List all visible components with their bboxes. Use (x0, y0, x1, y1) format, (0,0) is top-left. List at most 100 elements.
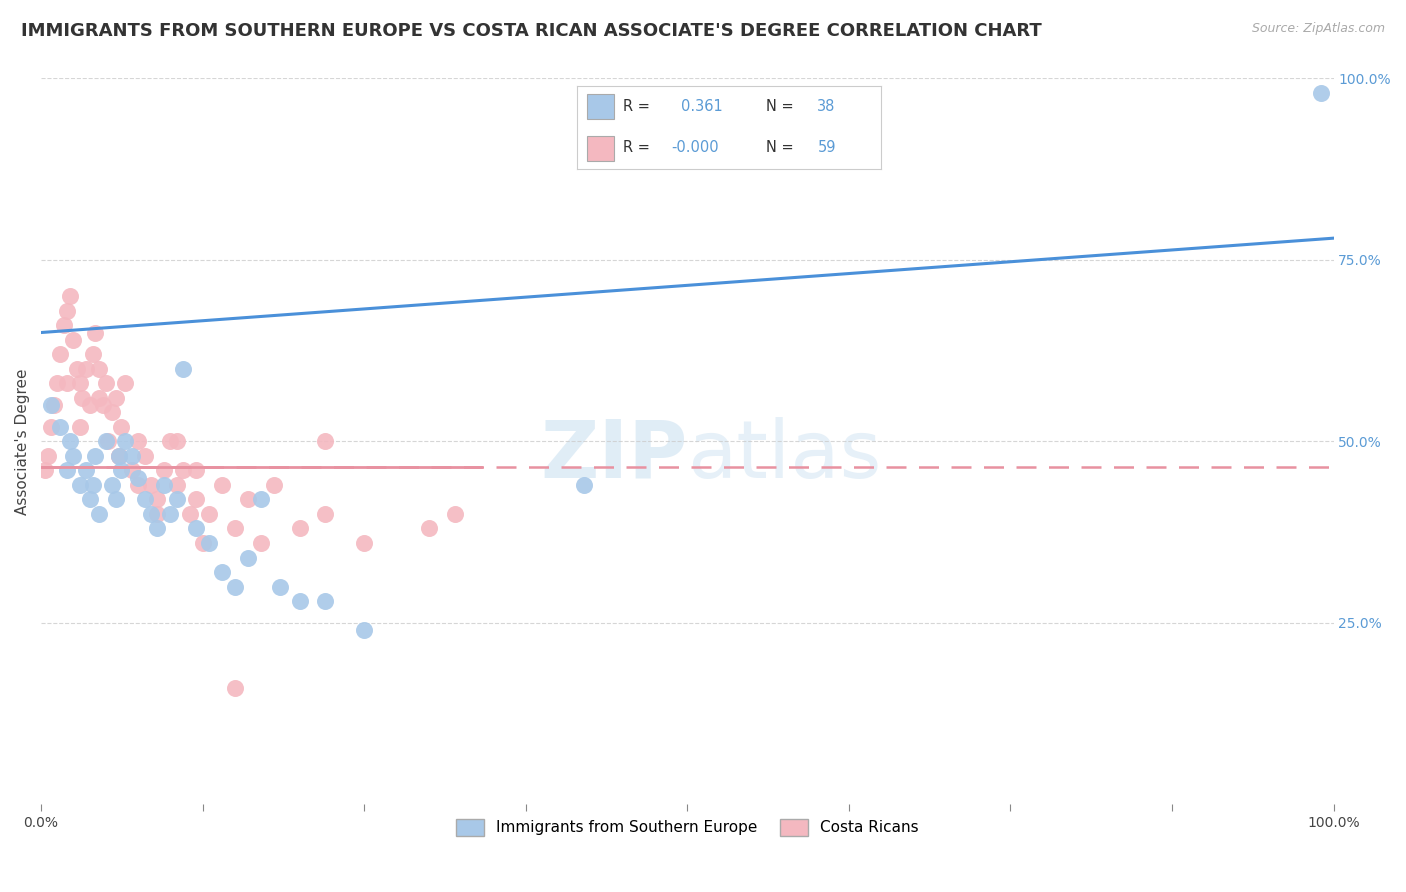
Point (79, 398, 101, 412)
Point (288, 594, 311, 608)
Point (56, 376, 79, 391)
Point (56, 463, 79, 477)
Point (172, 361, 194, 376)
Point (97, 434, 120, 449)
Point (114, 376, 136, 391)
Point (53, 318, 76, 333)
Point (572, 478, 595, 492)
Point (166, 492, 188, 507)
Point (58, 434, 80, 449)
Legend: Immigrants from Southern Europe, Costa Ricans: Immigrants from Southern Europe, Costa R… (449, 811, 927, 844)
Point (75, 361, 97, 376)
Point (211, 478, 233, 492)
Point (34, 463, 56, 477)
Point (41, 420, 63, 434)
Point (353, 536, 375, 550)
Point (224, 521, 246, 535)
Point (159, 507, 181, 521)
Point (211, 565, 233, 579)
Point (179, 507, 201, 521)
Text: atlas: atlas (688, 417, 882, 495)
Point (224, 580, 246, 594)
Point (62, 333, 84, 347)
Point (94, 376, 117, 391)
Point (94, 434, 117, 449)
Point (443, 507, 465, 521)
Point (166, 434, 188, 449)
Point (314, 434, 336, 449)
Point (105, 492, 128, 507)
Point (37, 449, 59, 463)
Point (91, 398, 114, 412)
Point (146, 507, 169, 521)
Point (101, 478, 124, 492)
Point (186, 463, 208, 477)
Point (153, 478, 176, 492)
Point (146, 521, 169, 535)
Point (41, 398, 63, 412)
Point (69, 376, 91, 391)
Point (49, 420, 72, 434)
Point (153, 463, 176, 477)
Point (49, 347, 72, 361)
Point (353, 623, 375, 637)
Point (288, 521, 311, 535)
Point (134, 449, 156, 463)
Point (69, 420, 91, 434)
Point (84, 449, 107, 463)
Point (159, 434, 181, 449)
Point (75, 463, 97, 477)
Point (263, 478, 285, 492)
Point (250, 536, 273, 550)
Point (89, 507, 111, 521)
Point (101, 405, 124, 419)
Point (121, 463, 143, 477)
Point (62, 449, 84, 463)
Point (236, 492, 259, 507)
Point (127, 478, 149, 492)
Text: ZIP: ZIP (540, 417, 688, 495)
Point (56, 303, 79, 318)
Point (314, 594, 336, 608)
Point (79, 492, 101, 507)
Point (82, 347, 104, 361)
Point (1309, 86, 1331, 100)
Point (105, 391, 128, 405)
Point (236, 550, 259, 565)
Point (186, 492, 208, 507)
Point (110, 463, 132, 477)
Point (146, 492, 169, 507)
Point (84, 326, 107, 340)
Text: Source: ZipAtlas.com: Source: ZipAtlas.com (1251, 22, 1385, 36)
Point (198, 507, 221, 521)
Point (69, 478, 91, 492)
Text: IMMIGRANTS FROM SOUTHERN EUROPE VS COSTA RICAN ASSOCIATE'S DEGREE CORRELATION CH: IMMIGRANTS FROM SOUTHERN EUROPE VS COSTA… (21, 22, 1042, 40)
Point (139, 478, 162, 492)
Y-axis label: Associate's Degree: Associate's Degree (15, 368, 30, 515)
Point (58, 289, 80, 303)
Point (139, 507, 162, 521)
Point (127, 434, 149, 449)
Point (66, 361, 89, 376)
Point (82, 478, 104, 492)
Point (172, 463, 194, 477)
Point (114, 434, 136, 449)
Point (198, 536, 221, 550)
Point (127, 471, 149, 485)
Point (418, 521, 440, 535)
Point (134, 492, 156, 507)
Point (250, 492, 273, 507)
Point (191, 536, 214, 550)
Point (107, 449, 129, 463)
Point (224, 681, 246, 696)
Point (269, 580, 291, 594)
Point (45, 376, 67, 391)
Point (110, 420, 132, 434)
Point (89, 391, 111, 405)
Point (314, 507, 336, 521)
Point (107, 449, 129, 463)
Point (186, 521, 208, 535)
Point (107, 449, 129, 463)
Point (42, 398, 65, 412)
Point (121, 449, 143, 463)
